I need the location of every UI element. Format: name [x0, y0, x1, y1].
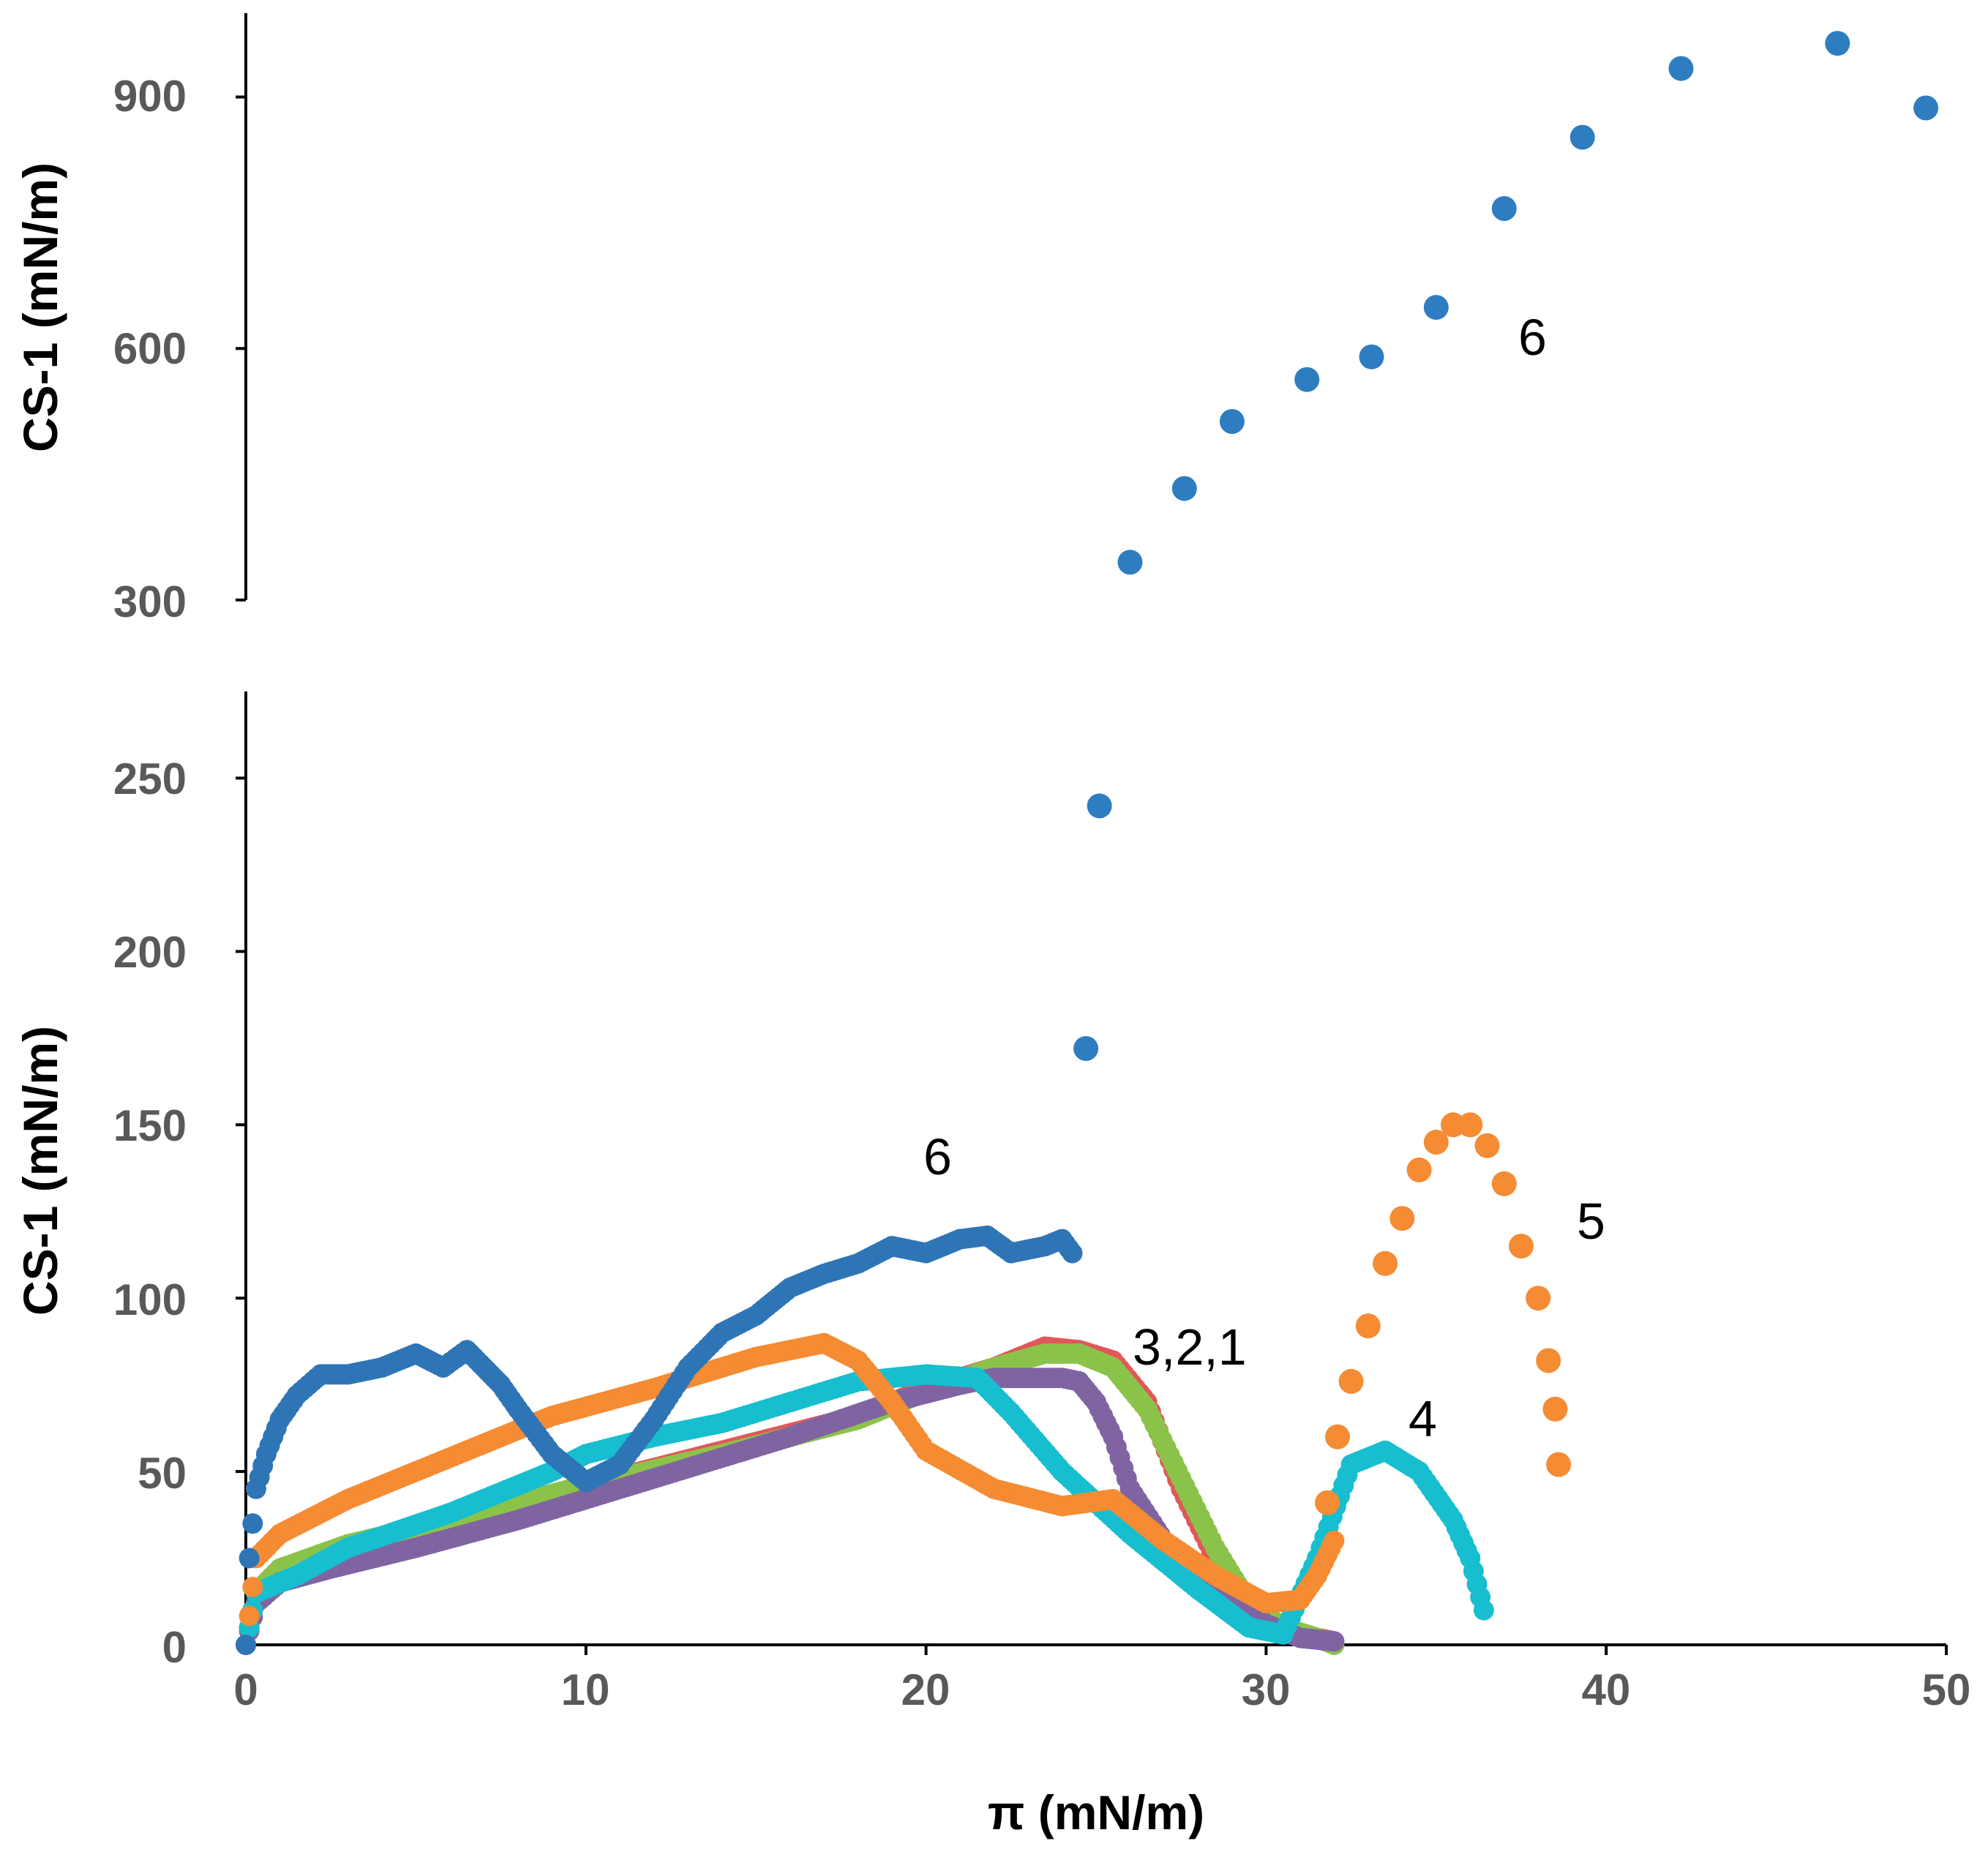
lower-y-tick-label: 150	[113, 1101, 187, 1150]
data-point	[239, 1548, 260, 1569]
lower-y-tick-label: 100	[113, 1275, 187, 1324]
annotation-label: 5	[1577, 1193, 1605, 1250]
series-6-dotted-	[1073, 793, 1112, 1061]
x-tick-label: 20	[901, 1665, 950, 1714]
data-point	[1423, 1130, 1449, 1155]
upper-y-tick-label: 600	[113, 324, 187, 373]
data-point	[1825, 31, 1850, 56]
data-point	[239, 1605, 260, 1627]
data-point	[1569, 124, 1595, 150]
data-point	[1324, 1631, 1345, 1652]
series-5-dotted-	[1315, 1112, 1572, 1515]
x-tick-label: 30	[1242, 1665, 1291, 1714]
data-point	[1087, 793, 1112, 819]
data-point	[1458, 1112, 1483, 1138]
data-point	[1546, 1452, 1572, 1477]
data-point	[1423, 295, 1449, 320]
data-point	[242, 1513, 263, 1534]
x-tick-label: 50	[1922, 1665, 1971, 1714]
data-point	[1491, 1171, 1517, 1196]
data-point	[1389, 1206, 1415, 1231]
data-point	[1668, 56, 1694, 81]
data-point	[242, 1577, 263, 1597]
data-point	[1441, 1112, 1466, 1138]
data-point	[1338, 1368, 1364, 1394]
lower-y-tick-label: 250	[113, 754, 187, 803]
series-4	[236, 1364, 1494, 1655]
data-point	[1315, 1490, 1340, 1515]
x-tick-label: 0	[233, 1665, 258, 1714]
annotation-label: 6	[923, 1128, 952, 1185]
data-point	[1491, 196, 1517, 221]
data-point	[1473, 1599, 1494, 1621]
data-point	[1073, 1036, 1099, 1061]
annotation-label: 3,2,1	[1133, 1319, 1247, 1376]
data-point	[1542, 1396, 1568, 1422]
data-point	[1219, 409, 1245, 434]
lower-y-tick-label: 200	[113, 928, 187, 977]
upper-y-tick-label: 900	[113, 72, 187, 121]
x-tick-label: 10	[561, 1665, 610, 1714]
data-point	[1359, 344, 1384, 370]
annotation-label: 6	[1518, 309, 1547, 366]
upper-y-axis-title: CS-1 (mN/m)	[13, 162, 67, 452]
data-point	[1509, 1234, 1534, 1259]
lower-y-tick-label: 0	[162, 1623, 187, 1672]
x-tick-label: 40	[1582, 1665, 1631, 1714]
tick-marks	[236, 95, 1948, 1655]
data-point	[236, 1635, 256, 1655]
upper-y-tick-label: 300	[113, 577, 187, 626]
data-point	[1913, 95, 1939, 121]
data-point	[1324, 1530, 1345, 1551]
data-point	[1474, 1133, 1500, 1158]
annotation-label: 4	[1409, 1390, 1437, 1447]
lower-y-tick-label: 50	[138, 1449, 187, 1498]
data-point	[1325, 1424, 1350, 1449]
series-6-high-	[1117, 31, 1939, 575]
plot-area	[236, 31, 1939, 1655]
series-6	[236, 1225, 1083, 1655]
data-point	[1294, 367, 1320, 392]
data-point	[1117, 549, 1143, 575]
lower-y-axis-title: CS-1 (mN/m)	[13, 1026, 67, 1316]
data-point	[1526, 1286, 1551, 1311]
series-1	[236, 1336, 1345, 1655]
data-point	[1171, 476, 1197, 501]
data-point	[1373, 1250, 1398, 1276]
data-point	[1062, 1242, 1083, 1264]
data-point	[1536, 1348, 1561, 1373]
x-axis-title: π (mN/m)	[988, 1785, 1204, 1839]
data-point	[1355, 1313, 1381, 1339]
data-point	[1406, 1157, 1432, 1182]
